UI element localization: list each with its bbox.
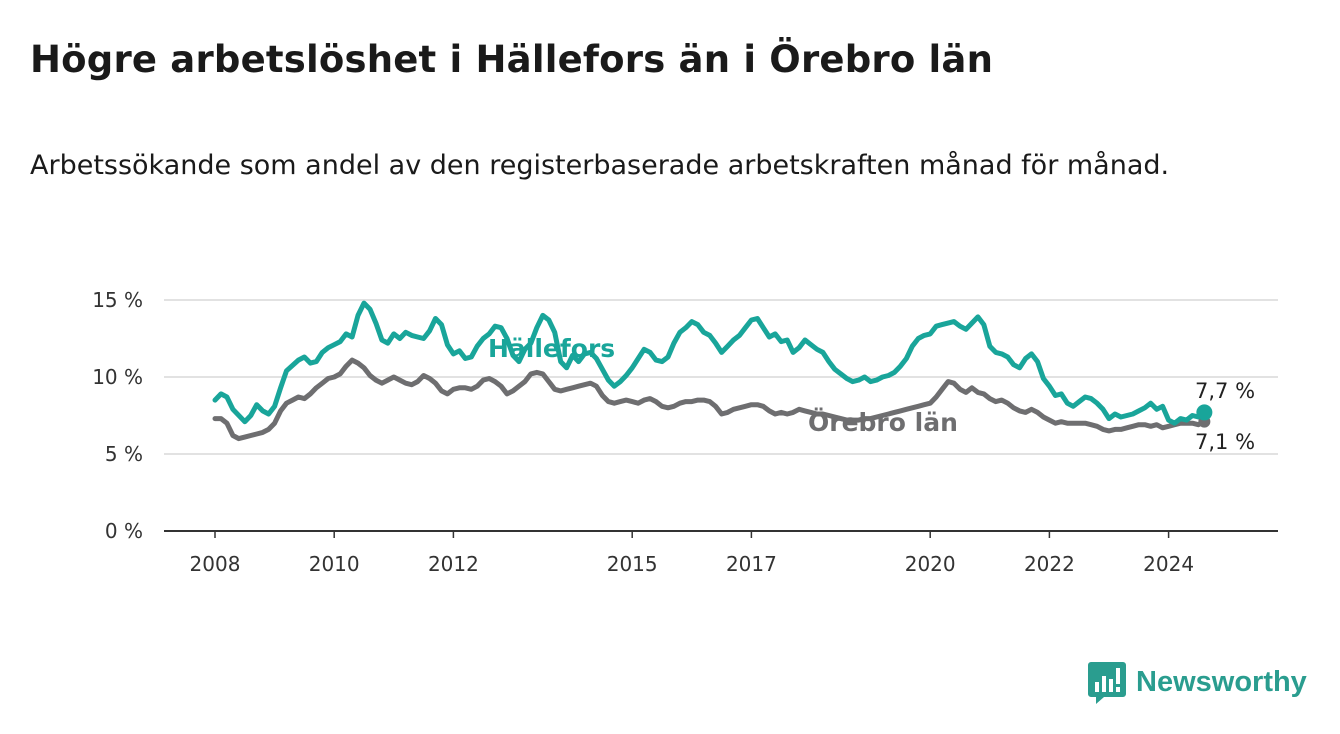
x-tick-label: 2010 bbox=[309, 552, 360, 576]
end-label-orebro: 7,1 % bbox=[1195, 430, 1255, 454]
y-tick-label: 10 % bbox=[92, 365, 143, 389]
x-tick-label: 2024 bbox=[1143, 552, 1194, 576]
series-line-orebro bbox=[212, 357, 1207, 442]
series-labels: Hällefors Örebro län 7,7 % 7,1 % bbox=[488, 334, 1255, 454]
series-label-hallefors: Hällefors bbox=[488, 334, 615, 363]
series-lines bbox=[212, 300, 1213, 442]
x-tick-label: 2022 bbox=[1024, 552, 1075, 576]
x-tick-label: 2008 bbox=[190, 552, 241, 576]
end-dot-hallefors bbox=[1196, 404, 1213, 421]
y-axis-ticks: 0 % 5 % 10 % 15 % bbox=[92, 288, 143, 543]
x-tick-label: 2015 bbox=[607, 552, 658, 576]
x-tick-label: 2017 bbox=[726, 552, 777, 576]
x-axis-ticks: 2008 2010 2012 2015 2017 2020 2022 2024 bbox=[190, 531, 1194, 576]
brand-name: Newsworthy bbox=[1136, 665, 1307, 698]
y-tick-label: 15 % bbox=[92, 288, 143, 312]
y-tick-label: 0 % bbox=[105, 519, 143, 543]
chart-title: Högre arbetslöshet i Hällefors än i Öreb… bbox=[30, 38, 994, 81]
y-tick-label: 5 % bbox=[105, 442, 143, 466]
x-tick-label: 2012 bbox=[428, 552, 479, 576]
chart-subtitle: Arbetssökande som andel av den registerb… bbox=[30, 150, 1170, 181]
newsworthy-logo-icon bbox=[1088, 662, 1126, 704]
series-line-hallefors bbox=[212, 300, 1207, 426]
gridlines bbox=[164, 299, 1278, 532]
end-label-hallefors: 7,7 % bbox=[1195, 379, 1255, 403]
x-tick-label: 2020 bbox=[905, 552, 956, 576]
brand-logo: Newsworthy bbox=[1088, 660, 1307, 704]
series-label-orebro: Örebro län bbox=[808, 407, 958, 437]
